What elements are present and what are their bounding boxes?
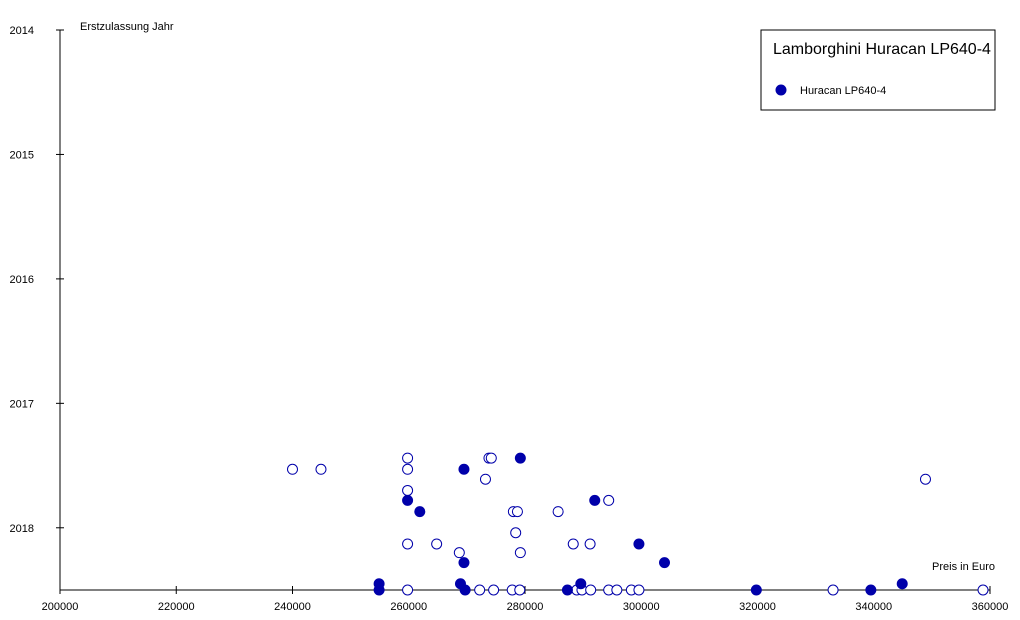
- x-tick-label: 280000: [507, 601, 544, 613]
- data-point-open: [919, 473, 931, 485]
- data-point-open: [977, 584, 989, 596]
- data-point-filled: [575, 578, 587, 590]
- data-point-open: [402, 484, 414, 496]
- data-point-filled: [514, 452, 526, 464]
- data-point-open: [402, 538, 414, 550]
- data-point-filled: [865, 584, 877, 596]
- x-tick-label: 300000: [623, 601, 660, 613]
- x-tick-label: 360000: [972, 601, 1009, 613]
- data-point-open: [485, 452, 497, 464]
- data-point-open: [611, 584, 623, 596]
- x-tick-label: 200000: [42, 601, 79, 613]
- legend-box: [760, 29, 996, 111]
- y-tick-label: 2016: [10, 274, 34, 286]
- data-point-open: [514, 547, 526, 559]
- legend-entry-label: Huracan LP640-4: [800, 85, 886, 97]
- axes: [59, 30, 990, 591]
- data-point-open: [453, 547, 465, 559]
- y-tick-label: 2015: [10, 149, 34, 161]
- x-tick-label: 340000: [855, 601, 892, 613]
- x-tick-label: 260000: [390, 601, 427, 613]
- data-point-open: [510, 527, 522, 539]
- data-point-filled: [458, 463, 470, 475]
- x-axis-label: Preis in Euro: [932, 561, 995, 573]
- data-point-filled: [373, 584, 385, 596]
- x-axis-ticks: 200000 220000 240000 260000 280000 300000 3200…: [42, 586, 1009, 613]
- y-tick-label: 2017: [10, 398, 34, 410]
- y-axis-ticks: 2014 2015 2016 2017 2018: [10, 25, 64, 535]
- chart-title: Lamborghini Huracan LP640-4: [773, 41, 991, 58]
- data-point-filled: [459, 584, 471, 596]
- data-point-filled: [589, 494, 601, 506]
- data-point-open: [603, 494, 615, 506]
- data-point-filled: [458, 557, 470, 569]
- data-point-open: [488, 584, 500, 596]
- data-point-open: [402, 584, 414, 596]
- data-point-filled: [402, 494, 414, 506]
- data-point-open: [827, 584, 839, 596]
- data-point-filled: [561, 584, 573, 596]
- data-point-open: [585, 584, 597, 596]
- data-point-open: [474, 584, 486, 596]
- x-tick-label: 240000: [274, 601, 311, 613]
- data-point-open: [479, 473, 491, 485]
- data-point-filled: [633, 538, 645, 550]
- data-point-open: [315, 463, 327, 475]
- data-point-open: [511, 506, 523, 518]
- data-point-filled: [896, 578, 908, 590]
- data-point-open: [584, 538, 596, 550]
- data-point-open: [287, 463, 298, 475]
- y-tick-label: 2014: [10, 25, 34, 37]
- data-point-open: [633, 584, 645, 596]
- x-tick-label: 320000: [739, 601, 776, 613]
- data-point-open: [402, 452, 414, 464]
- y-axis-label: Erstzulassung Jahr: [80, 21, 174, 33]
- data-point-open: [431, 538, 443, 550]
- x-tick-label: 220000: [158, 601, 195, 613]
- legend-marker: [775, 84, 787, 96]
- data-point-filled: [750, 584, 762, 596]
- data-point-open: [402, 463, 414, 475]
- data-point-filled: [414, 506, 426, 518]
- data-point-filled: [659, 557, 670, 569]
- data-points: [287, 452, 989, 596]
- data-point-open: [567, 538, 579, 550]
- legend: Lamborghini Huracan LP640-4 Huracan LP64…: [760, 29, 996, 111]
- data-point-open: [552, 506, 564, 518]
- data-point-open: [514, 584, 526, 596]
- y-tick-label: 2018: [10, 523, 34, 535]
